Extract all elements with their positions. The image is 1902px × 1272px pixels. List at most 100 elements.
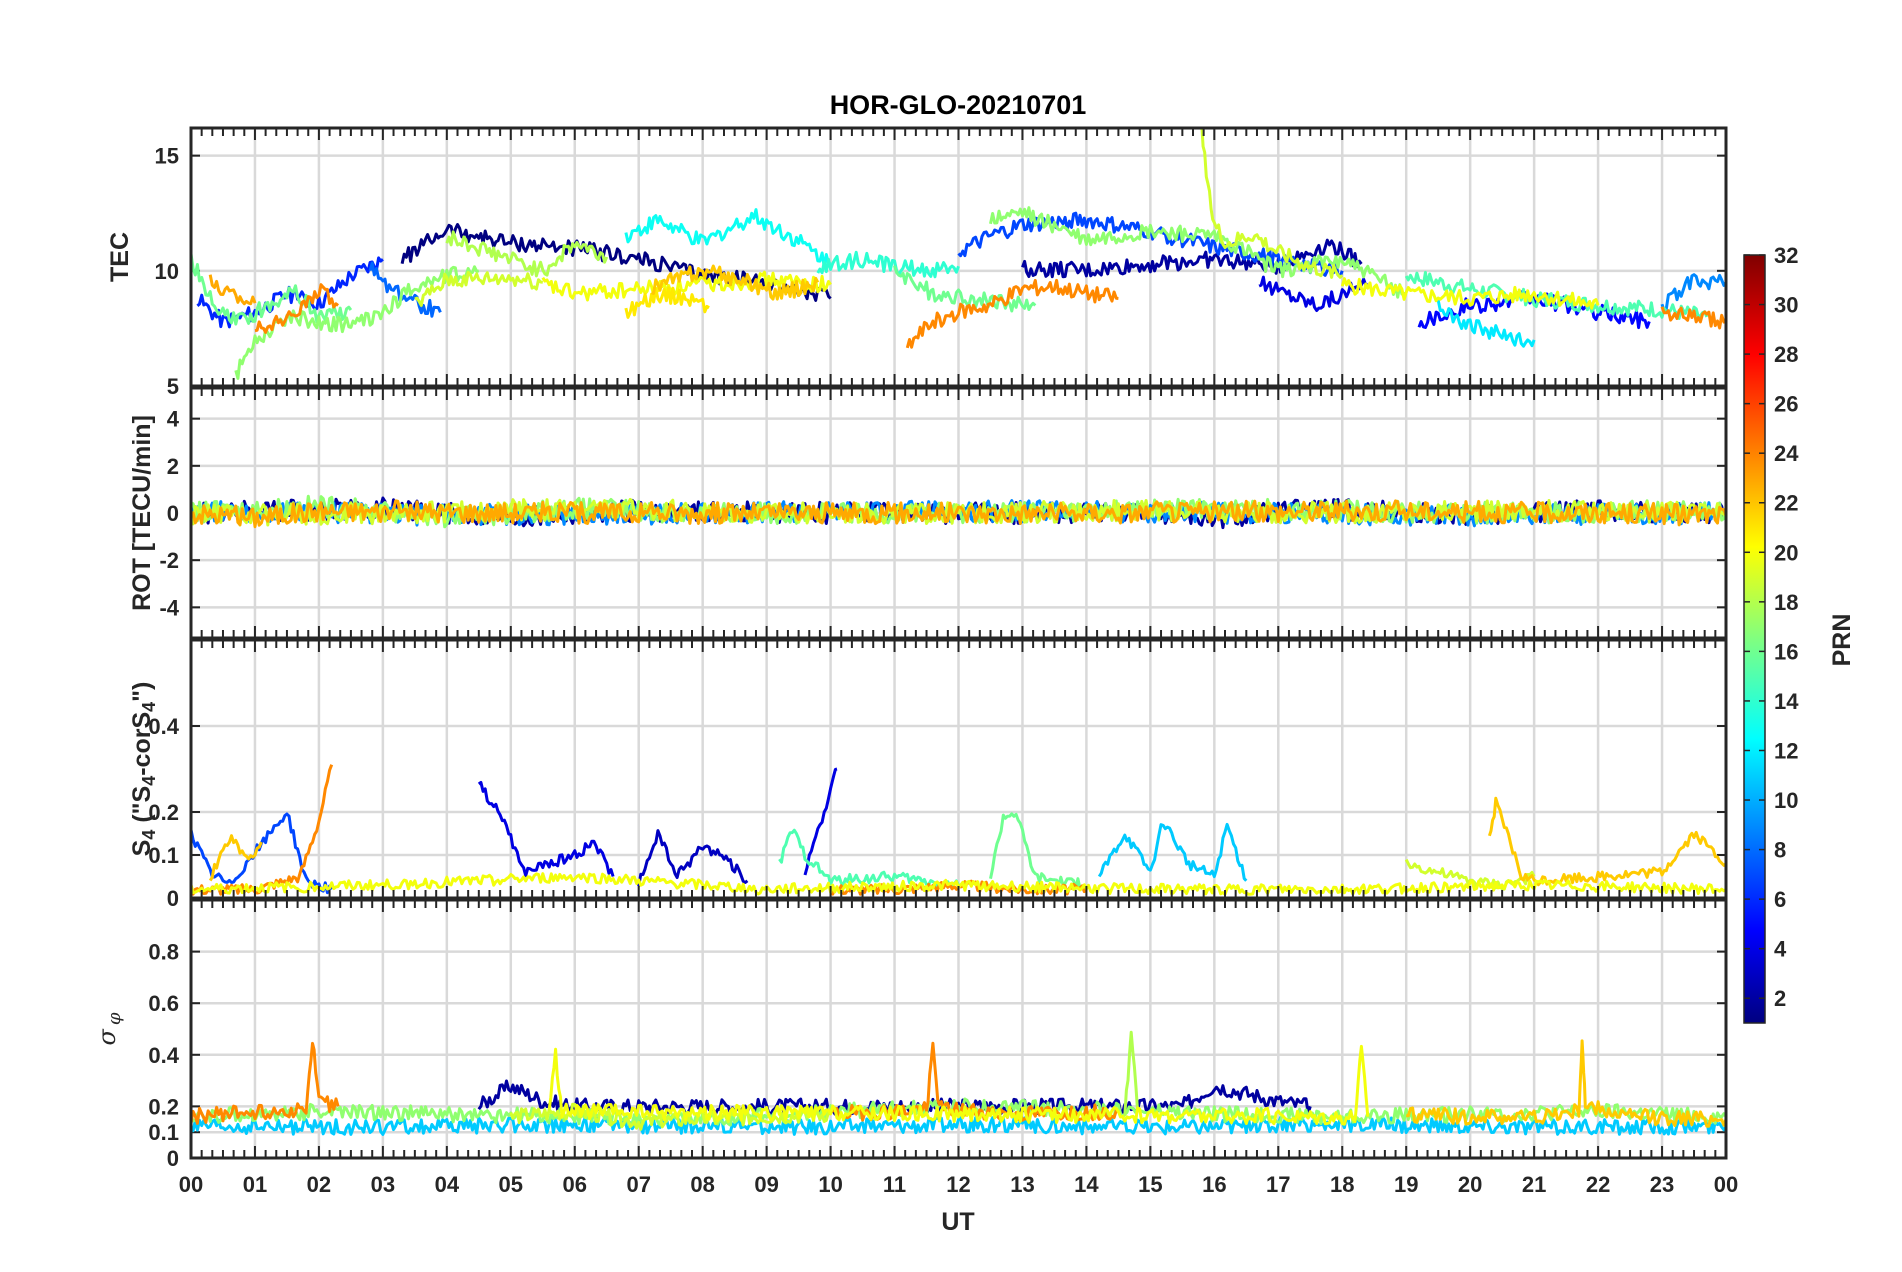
colorbar-tick-label: 22	[1774, 491, 1798, 516]
colorbar-tick-label: 20	[1774, 540, 1798, 565]
colorbar-tick-label: 26	[1774, 392, 1798, 417]
x-tick-label: 16	[1202, 1172, 1226, 1197]
y-tick-label: 10	[155, 259, 179, 284]
series-line-prn-6	[196, 256, 384, 329]
y-axis-label-part: σ	[93, 1029, 121, 1046]
y-axis-label-part: 4	[139, 830, 159, 840]
x-tick-label: 15	[1138, 1172, 1162, 1197]
series-line-prn-2	[1021, 238, 1363, 279]
series-line-prn-18	[445, 230, 609, 278]
series-line-prn-22	[208, 834, 263, 882]
y-tick-label: 0.4	[148, 714, 179, 739]
panel-frame	[189, 638, 1728, 900]
x-tick-label: 22	[1586, 1172, 1610, 1197]
y-tick-label: 15	[155, 144, 179, 169]
y-tick-label: -4	[159, 595, 179, 620]
series-line-prn-19	[414, 271, 544, 307]
x-tick-label: 13	[1010, 1172, 1034, 1197]
series-line-prn-24	[905, 278, 1119, 349]
y-tick-label: 0	[167, 1146, 179, 1171]
series-line-prn-14	[816, 250, 960, 279]
colorbar-tick-label: 14	[1774, 689, 1799, 714]
x-tick-label: 12	[946, 1172, 970, 1197]
colorbar-tick-label: 12	[1774, 738, 1798, 763]
series-line-prn-20	[547, 1044, 1370, 1126]
series-line-prn-11	[1097, 822, 1248, 882]
series-line-prn-22	[651, 264, 820, 301]
y-axis-label-part: 4	[139, 776, 159, 786]
y-axis-label: TEC	[106, 232, 134, 282]
series-line-prn-22	[1487, 796, 1726, 887]
series-line-prn-23	[208, 274, 257, 306]
series-line-prn-24	[1660, 306, 1726, 330]
x-axis-label: UT	[941, 1208, 974, 1236]
series-line-prn-11	[191, 1115, 1726, 1136]
colorbar-label: PRN	[1828, 614, 1856, 667]
series-line-prn-19	[1200, 128, 1344, 279]
x-tick-label: 09	[754, 1172, 778, 1197]
series-line-prn-3	[637, 829, 749, 887]
panel-s4: 00.10.20.4S4 ("S4-corS4")	[128, 638, 1728, 911]
y-axis-label: σφ	[93, 1012, 125, 1045]
y-tick-label: 2	[167, 454, 179, 479]
series-line-prn-4	[803, 767, 838, 876]
x-tick-label: 05	[499, 1172, 523, 1197]
colorbar-tick-label: 16	[1774, 639, 1798, 664]
panel-frame	[189, 126, 1728, 388]
series-line-prn-18	[1123, 1030, 1140, 1116]
y-axis-label-part: ("S	[128, 786, 156, 830]
x-tick-label: 03	[371, 1172, 395, 1197]
x-tick-label: 18	[1330, 1172, 1354, 1197]
colorbar-tick-label: 6	[1774, 887, 1786, 912]
y-tick-label: 0.6	[148, 991, 179, 1016]
panel-frame	[189, 898, 1728, 1160]
colorbar-tick-label: 24	[1774, 441, 1799, 466]
y-tick-label: 0.1	[148, 843, 179, 868]
series-line-prn-16	[893, 265, 1037, 313]
colorbar-tick-label: 8	[1774, 838, 1786, 863]
series-line-prn-17	[191, 1097, 1726, 1127]
series-line-prn-22	[1406, 1039, 1726, 1128]
series-line-prn-24	[254, 283, 340, 334]
series-line-prn-16	[191, 253, 353, 326]
y-tick-label: -2	[159, 548, 179, 573]
series-line-prn-23	[191, 499, 1726, 529]
panel-frame	[189, 386, 1728, 640]
x-tick-label: 07	[626, 1172, 650, 1197]
x-tick-label: 08	[690, 1172, 714, 1197]
y-axis-label: S4 ("S4-corS4")	[128, 682, 159, 857]
series-line-prn-20	[541, 270, 832, 302]
series-line-prn-13	[624, 208, 831, 269]
y-tick-label: 0.2	[148, 1094, 179, 1119]
y-axis-label-part: S	[128, 840, 156, 857]
x-tick-label: 00	[179, 1172, 203, 1197]
y-axis-label-part: -corS	[128, 712, 156, 776]
x-axis: 00 01 02 03 04 05 06 07 08 09 10 11 12 13 14 15 16 17 18 19…	[179, 1172, 1738, 1197]
series-line-prn-8	[368, 261, 442, 318]
series-line-prn-19	[191, 497, 1726, 527]
series-group	[191, 494, 1726, 530]
x-tick-label: 20	[1458, 1172, 1482, 1197]
x-tick-label: 01	[243, 1172, 267, 1197]
x-tick-label: 02	[307, 1172, 331, 1197]
y-tick-label: 0.4	[148, 1043, 179, 1068]
series-line-prn-15	[1404, 270, 1709, 320]
y-axis-label-part: φ	[104, 1012, 125, 1025]
y-tick-label: 0.8	[148, 940, 179, 965]
series-line-prn-4	[1258, 275, 1368, 312]
y-tick-label: 0	[167, 501, 179, 526]
chart-title: HOR-GLO-20210701	[830, 90, 1087, 120]
x-tick-label: 04	[435, 1172, 460, 1197]
series-line-prn-17	[989, 206, 1407, 299]
y-tick-label: 0.1	[148, 1120, 179, 1145]
series-line-prn-17	[234, 265, 480, 380]
y-tick-label: 0	[167, 886, 179, 911]
y-axis-label-part: 4	[139, 702, 159, 712]
x-tick-label: 19	[1394, 1172, 1418, 1197]
y-tick-label: 4	[167, 407, 180, 432]
series-line-prn-9	[1660, 273, 1726, 313]
colorbar-tick-label: 2	[1774, 986, 1786, 1011]
